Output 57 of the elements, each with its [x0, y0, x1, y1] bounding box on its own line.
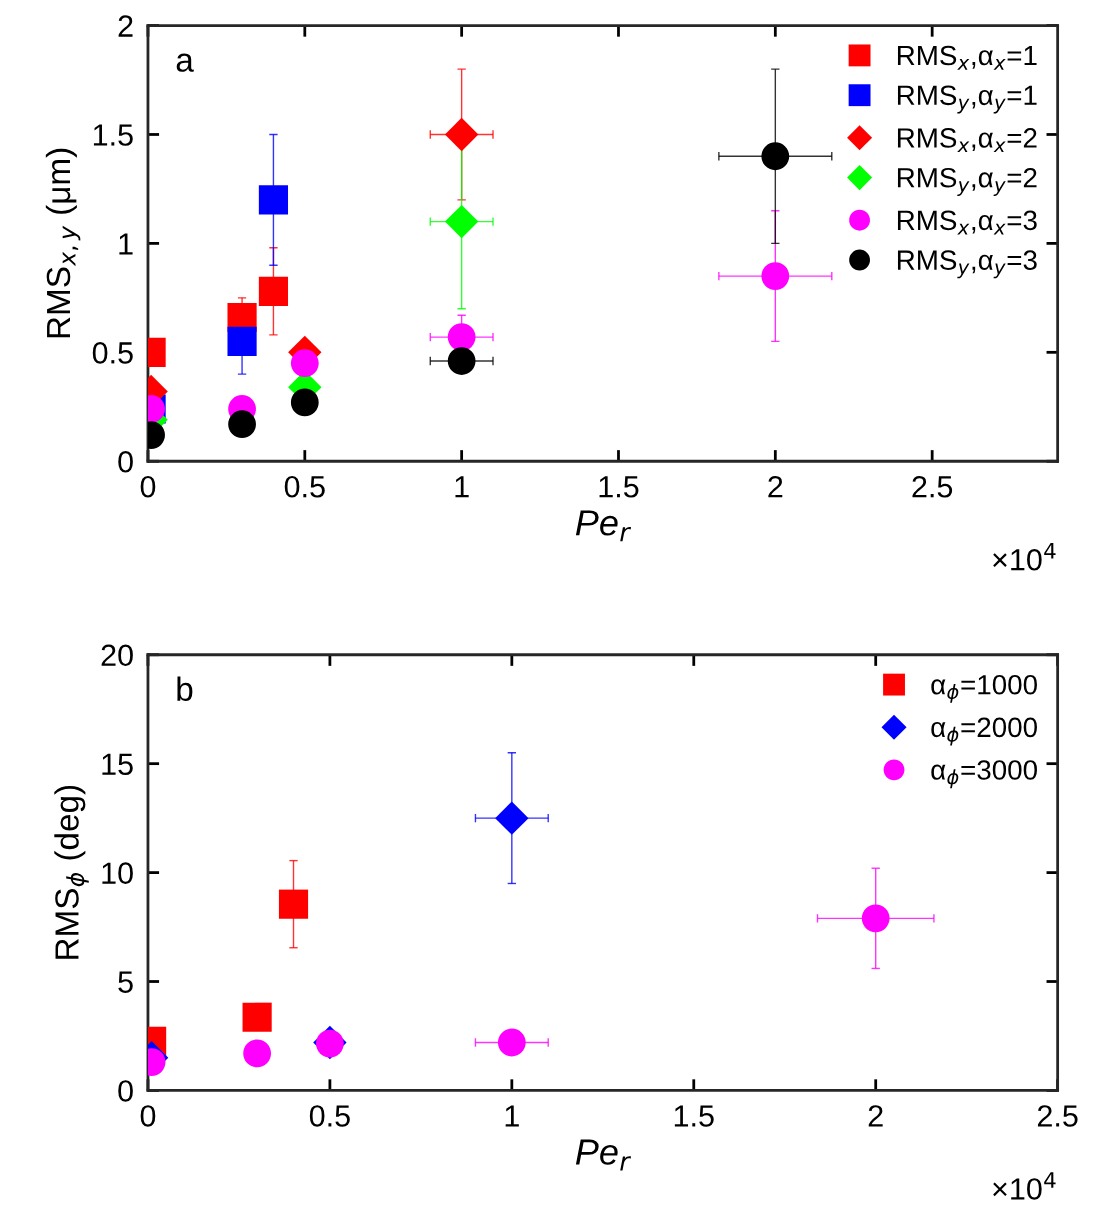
- y-tick-label: 15: [102, 753, 133, 776]
- point: [242, 1002, 272, 1032]
- x-tick-label: 1.5: [674, 1105, 714, 1127]
- y-tick-label: 10: [102, 862, 133, 884]
- point: [258, 276, 289, 306]
- point: [495, 801, 529, 835]
- point: [447, 323, 476, 351]
- legend-label: α$_{ϕ}$=1000: [931, 674, 1037, 703]
- legend-label: RMS$_{x}$,α$_{x}$=3: [897, 210, 1037, 235]
- x-tick-label: 1: [455, 476, 469, 498]
- y-tick-label: 1: [119, 233, 133, 255]
- point: [861, 904, 890, 933]
- y-tick-label: 0.5: [92, 342, 133, 364]
- y-axis-title: RMS$_{ϕ}$ (deg): [54, 785, 89, 959]
- point: [290, 388, 319, 417]
- y-tick-label: 1.5: [93, 124, 133, 146]
- legend-label: RMS$_{x}$,α$_{x}$=1: [897, 45, 1037, 70]
- annotation: b: [177, 676, 193, 702]
- text: ×10$^{4}$: [993, 1172, 1056, 1200]
- x-tick-label: 2: [868, 1105, 883, 1127]
- point: [444, 204, 479, 239]
- legend-label: RMS$_{y}$,α$_{y}$=1: [897, 85, 1037, 114]
- y-tick-label: 0: [118, 450, 133, 473]
- x-tick-label: 0: [140, 1105, 156, 1127]
- point: [278, 889, 309, 919]
- point: [227, 326, 257, 357]
- x-tick-label: 1.5: [599, 476, 639, 498]
- x-tick-label: 0.5: [284, 475, 325, 498]
- point: [497, 1028, 526, 1057]
- x-axis-title: Pe$_{r}$: [575, 1139, 632, 1171]
- point: [761, 142, 790, 171]
- x-axis-title: Pe$_{r}$: [575, 510, 632, 542]
- legend-label: RMS$_{y}$,α$_{y}$=3: [897, 250, 1037, 279]
- y-tick-label: 20: [101, 644, 133, 667]
- annotation: a: [176, 53, 194, 72]
- legend-label: α$_{ϕ}$=3000: [931, 760, 1037, 789]
- text: ×10$^{4}$: [993, 543, 1056, 571]
- legend-label: α$_{ϕ}$=2000: [931, 717, 1037, 746]
- point: [444, 117, 479, 152]
- y-axis-title: RMS$_{x,y}$ (μm): [45, 148, 81, 338]
- x-tick-label: 0: [140, 475, 156, 498]
- point: [243, 1039, 272, 1068]
- legend-label: RMS$_{y}$,α$_{y}$=2: [897, 167, 1037, 196]
- point: [258, 185, 289, 215]
- point: [761, 262, 790, 290]
- x-tick-label: 0.5: [309, 1105, 350, 1127]
- y-tick-label: 2: [118, 15, 133, 37]
- x-tick-label: 2: [768, 475, 783, 498]
- legend-label: RMS$_{x}$,α$_{x}$=2: [897, 128, 1037, 153]
- y-tick-label: 0: [118, 1080, 133, 1102]
- x-tick-label: 2.5: [1037, 1105, 1078, 1127]
- point: [228, 410, 256, 439]
- y-tick-label: 5: [118, 971, 133, 993]
- x-tick-label: 2.5: [912, 475, 953, 498]
- x-tick-label: 1: [505, 1105, 519, 1127]
- point: [447, 347, 476, 375]
- point: [290, 349, 319, 378]
